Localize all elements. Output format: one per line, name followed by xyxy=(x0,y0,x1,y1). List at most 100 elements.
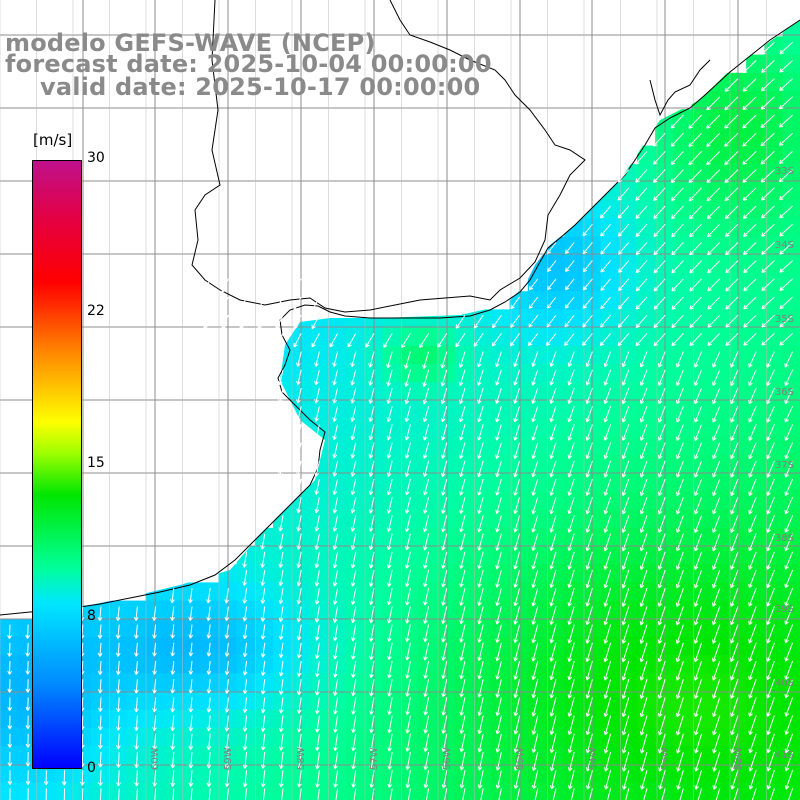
wind-arrow xyxy=(766,460,775,478)
wind-arrow xyxy=(495,424,502,441)
wind-arrow xyxy=(188,624,194,639)
wind-cell xyxy=(691,509,711,529)
wind-arrow xyxy=(477,624,484,643)
wind-arrow xyxy=(495,478,502,496)
wind-arrow xyxy=(513,569,521,588)
wind-arrow xyxy=(296,606,302,623)
wind-arrow xyxy=(387,624,393,642)
wind-arrow xyxy=(706,187,721,202)
wind-arrow xyxy=(333,642,339,660)
wind-arrow xyxy=(351,624,357,642)
wind-cell xyxy=(746,218,765,238)
wind-cell xyxy=(509,382,529,401)
wind-arrow xyxy=(513,515,521,533)
wind-arrow xyxy=(369,751,375,770)
wind-arrow xyxy=(712,660,721,681)
wind-arrow xyxy=(351,715,357,733)
wind-arrow xyxy=(603,351,612,368)
wind-cell xyxy=(527,455,547,474)
wind-cell xyxy=(18,764,37,784)
wind-cell xyxy=(618,309,638,329)
colorbar-unit: [m/s] xyxy=(33,131,73,149)
wind-arrow xyxy=(260,606,266,622)
wind-arrow xyxy=(712,569,721,589)
wind-arrow xyxy=(600,260,611,273)
wind-cell xyxy=(618,364,638,383)
wind-arrow xyxy=(600,314,611,328)
wind-arrow xyxy=(296,569,302,587)
wind-arrow xyxy=(694,497,703,515)
wind-cell xyxy=(709,218,729,238)
wind-cell xyxy=(764,527,784,547)
wind-cell xyxy=(673,546,693,565)
wind-arrow xyxy=(350,460,357,477)
wind-arrow xyxy=(671,260,684,274)
wind-cell xyxy=(728,254,747,274)
wind-cell xyxy=(746,109,765,128)
wind-arrow xyxy=(405,697,411,716)
wind-arrow xyxy=(134,624,139,639)
wind-arrow xyxy=(260,642,266,658)
wind-arrow xyxy=(118,788,120,800)
wind-arrow xyxy=(257,278,266,293)
wind-arrow xyxy=(25,733,31,748)
wind-arrow xyxy=(546,333,557,346)
wind-arrow xyxy=(170,624,176,639)
wind-arrow xyxy=(694,569,703,589)
wind-arrow xyxy=(386,387,393,405)
wind-arrow xyxy=(693,624,703,644)
wind-cell xyxy=(691,273,711,292)
wind-cell xyxy=(728,546,747,565)
wind-arrow xyxy=(689,333,702,347)
wind-arrow xyxy=(706,114,721,129)
wind-arrow xyxy=(742,114,757,129)
wind-arrow xyxy=(694,478,703,497)
wind-cell xyxy=(764,764,784,784)
wind-arrow xyxy=(7,788,13,800)
wind-arrow xyxy=(239,278,248,293)
wind-arrow xyxy=(585,478,593,496)
wind-cell xyxy=(509,345,529,365)
wind-arrow xyxy=(275,296,284,311)
wind-cell xyxy=(746,145,765,165)
wind-cell xyxy=(728,163,747,183)
wind-arrow xyxy=(585,588,593,607)
wind-arrow xyxy=(368,406,375,422)
wind-arrow xyxy=(724,114,739,129)
wind-arrow xyxy=(387,660,393,679)
wind-arrow xyxy=(784,460,794,478)
wind-cell xyxy=(564,309,583,329)
wind-arrow xyxy=(671,296,684,310)
wind-arrow xyxy=(513,406,521,423)
wind-arrow xyxy=(152,679,157,694)
wind-arrow xyxy=(115,624,121,639)
wind-arrow xyxy=(278,660,284,677)
wind-arrow xyxy=(760,132,775,147)
wind-arrow xyxy=(387,679,393,697)
wind-cell xyxy=(18,782,37,800)
wind-arrow xyxy=(513,533,521,551)
wind-arrow xyxy=(639,387,648,405)
wind-cell xyxy=(564,491,583,511)
wind-arrow xyxy=(188,715,194,732)
wind-arrow xyxy=(368,588,375,606)
wind-arrow xyxy=(528,314,539,328)
wind-arrow xyxy=(549,751,557,772)
wind-arrow xyxy=(477,715,484,735)
wind-cell xyxy=(764,491,784,511)
wind-cell xyxy=(600,436,620,456)
wind-cell xyxy=(709,746,729,765)
wind-arrow xyxy=(262,788,266,800)
wind-arrow xyxy=(742,169,757,183)
wind-cell xyxy=(709,345,729,365)
wind-arrow xyxy=(242,697,248,713)
wind-arrow xyxy=(567,588,575,607)
wind-arrow xyxy=(495,497,502,514)
wind-arrow xyxy=(694,551,703,570)
wind-arrow xyxy=(748,369,757,386)
wind-arrow xyxy=(661,788,666,800)
wind-arrow xyxy=(604,770,612,790)
wind-cell xyxy=(72,782,92,800)
wind-arrow xyxy=(582,333,593,346)
wind-arrow xyxy=(275,314,284,330)
